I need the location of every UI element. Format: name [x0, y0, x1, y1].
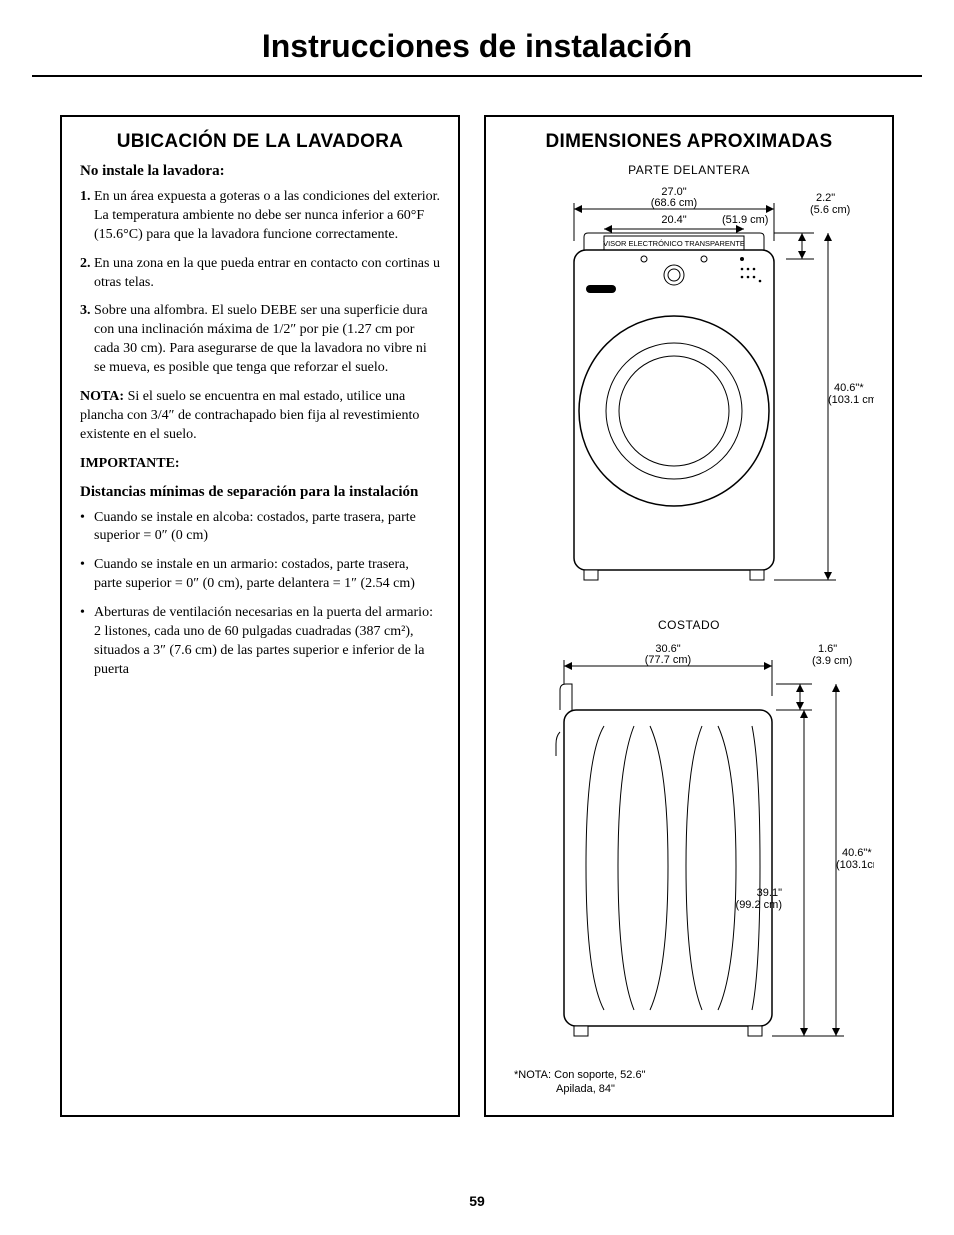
clearance-heading: Distancias mínimas de separación para la…: [80, 484, 440, 501]
dim-d-cm: (77.7 cm): [645, 654, 691, 666]
dim-hfull-in: 40.6"*: [834, 382, 864, 394]
dim-shtop-in: 1.6": [818, 643, 837, 655]
list-item-text: En una zona en la que pueda entrar en co…: [94, 256, 440, 290]
nota-paragraph: NOTA: Si el suelo se encuentra en mal es…: [80, 388, 440, 445]
front-view-label: PARTE DELANTERA: [504, 163, 874, 177]
list-item-text: En un área expuesta a goteras o a las co…: [94, 189, 440, 242]
list-item: 3.Sobre una alfombra. El suelo DEBE ser …: [80, 302, 440, 378]
footnote-line1: *NOTA: Con soporte, 52.6": [514, 1069, 874, 1083]
dim-w2-in: 20.4": [661, 214, 686, 226]
list-item-text: Sobre una alfombra. El suelo DEBE ser un…: [94, 303, 428, 375]
nota-label: NOTA:: [80, 389, 124, 404]
two-column-layout: UBICACIÓN DE LA LAVADORA No instale la l…: [0, 115, 954, 1117]
side-view-diagram: 30.6" (77.7 cm) 1.6" (3.9 cm): [504, 636, 874, 1061]
dim-w2-cm: (51.9 cm): [722, 214, 768, 226]
dim-sfull-cm: (103.1cm): [836, 859, 874, 871]
list-item-text: Cuando se instale en un armario: costado…: [94, 557, 415, 591]
dim-sbody-in: 39.1": [757, 887, 782, 899]
no-install-list: 1.En un área expuesta a goteras o a las …: [80, 188, 440, 378]
front-view-diagram: 27.0" (68.6 cm) 20.4" (51.9 cm) VISOR EL…: [504, 181, 874, 596]
location-section: UBICACIÓN DE LA LAVADORA No instale la l…: [60, 115, 460, 1117]
page-number: 59: [0, 1193, 954, 1209]
dim-shtop-cm: (3.9 cm): [812, 655, 852, 667]
visor-label: VISOR ELECTRÓNICO TRANSPARENTE: [603, 239, 745, 248]
clearance-list: Cuando se instale en alcoba: costados, p…: [80, 509, 440, 680]
list-item: Cuando se instale en alcoba: costados, p…: [80, 509, 440, 547]
list-item: 1.En un área expuesta a goteras o a las …: [80, 188, 440, 245]
page-title: Instrucciones de instalación: [0, 0, 954, 75]
title-rule: [32, 75, 922, 77]
no-install-heading: No instale la lavadora:: [80, 163, 440, 180]
dim-w1-cm: (68.6 cm): [651, 197, 697, 209]
list-item: Cuando se instale en un armario: costado…: [80, 556, 440, 594]
dim-htop-cm: (5.6 cm): [810, 204, 850, 216]
dimensions-section: DIMENSIONES APROXIMADAS PARTE DELANTERA …: [484, 115, 894, 1117]
dim-sbody-cm: (99.2 cm): [736, 899, 782, 911]
importante-label: IMPORTANTE:: [80, 456, 180, 471]
location-heading: UBICACIÓN DE LA LAVADORA: [80, 131, 440, 153]
list-item: Aberturas de ventilación necesarias en l…: [80, 604, 440, 680]
list-item-text: Cuando se instale en alcoba: costados, p…: [94, 510, 416, 544]
nota-text: Si el suelo se encuentra en mal estado, …: [80, 389, 419, 442]
list-item-text: Aberturas de ventilación necesarias en l…: [94, 605, 433, 677]
dim-hfull-cm: (103.1 cm): [828, 394, 874, 406]
dim-sfull-in: 40.6"*: [842, 847, 872, 859]
side-view-label: COSTADO: [504, 618, 874, 632]
dim-htop-in: 2.2": [816, 192, 835, 204]
dimensions-heading: DIMENSIONES APROXIMADAS: [504, 131, 874, 153]
footnote-line2: Apilada, 84": [514, 1083, 874, 1097]
footnote: *NOTA: Con soporte, 52.6" Apilada, 84": [504, 1069, 874, 1097]
list-item: 2.En una zona en la que pueda entrar en …: [80, 255, 440, 293]
